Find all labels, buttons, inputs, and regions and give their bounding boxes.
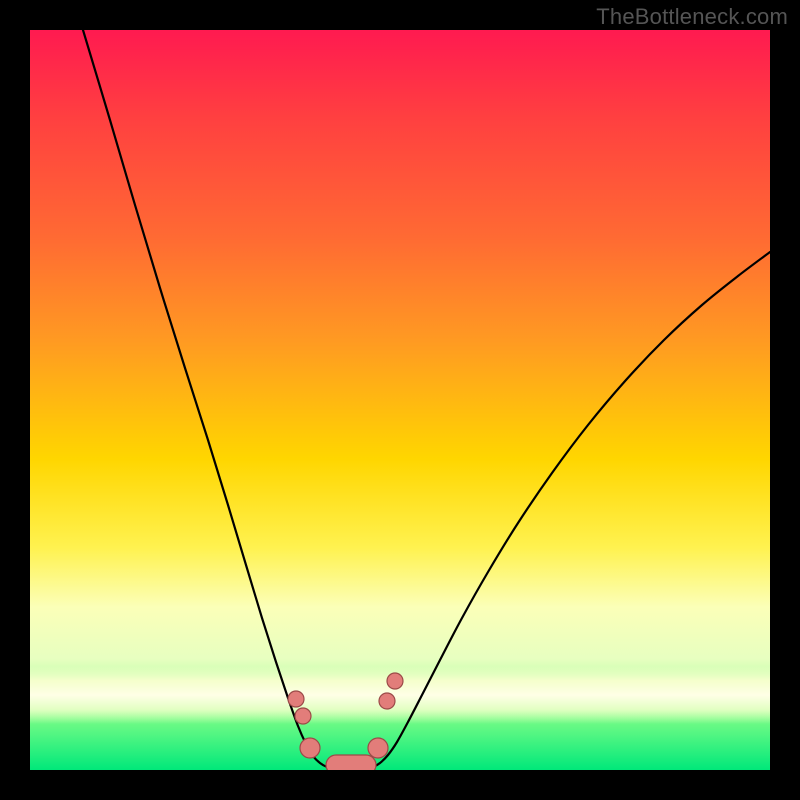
markers-group — [288, 673, 403, 770]
curve-svg — [30, 30, 770, 770]
marker-bottom-left-cap — [300, 738, 320, 758]
watermark-text: TheBottleneck.com — [596, 4, 788, 30]
marker-bottom-lozenge — [326, 755, 376, 770]
marker-right-1 — [387, 673, 403, 689]
right-curve — [365, 252, 770, 769]
marker-left-0 — [288, 691, 304, 707]
marker-bottom-right-cap — [368, 738, 388, 758]
marker-left-1 — [295, 708, 311, 724]
plot-area — [30, 30, 770, 770]
left-curve — [83, 30, 335, 769]
marker-right-0 — [379, 693, 395, 709]
